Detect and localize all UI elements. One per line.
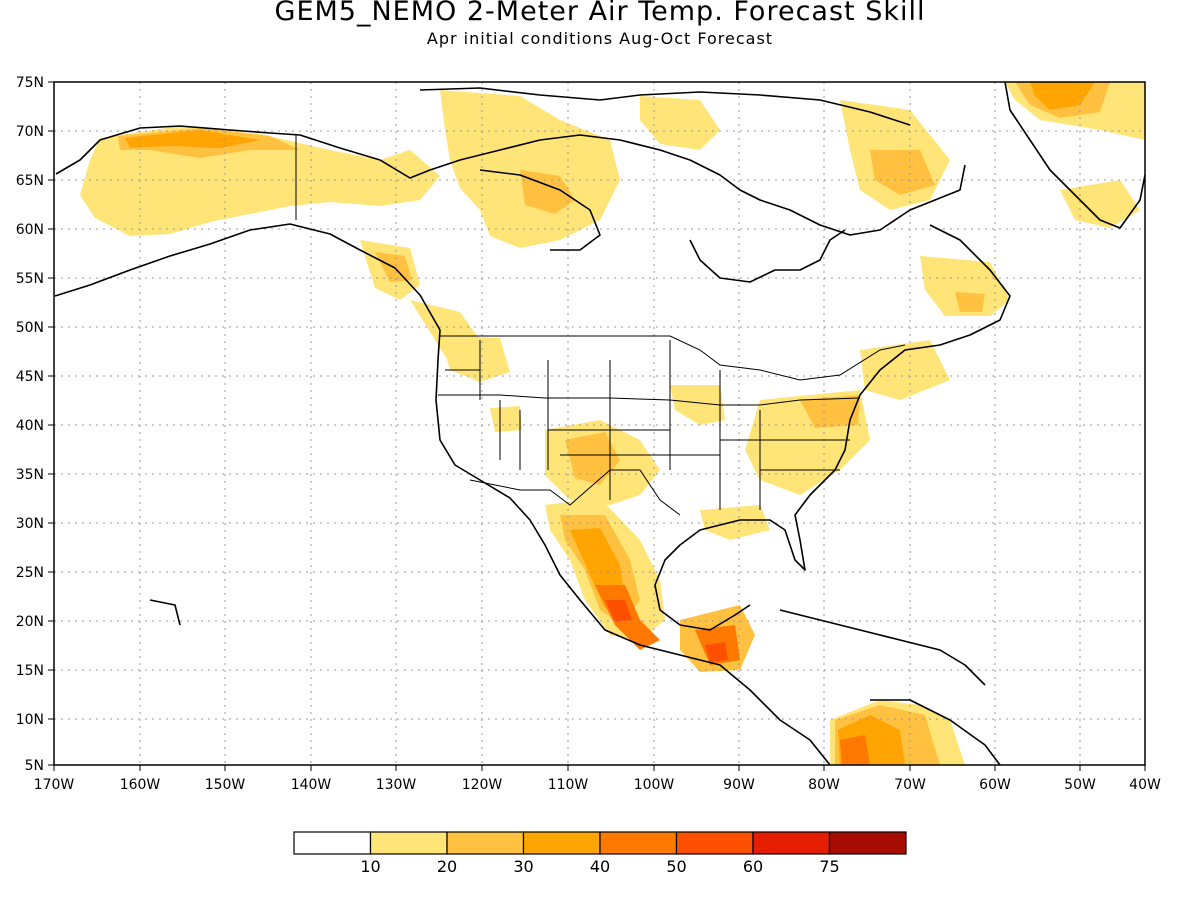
colorbar-swatch [293,831,372,855]
skill-shading [80,82,1145,765]
lat-label: 60N [16,222,44,238]
colorbar-swatch [446,831,525,855]
colorbar-swatch [522,831,601,855]
colorbar-label: 75 [819,857,839,876]
lat-label: 75N [16,75,44,91]
lat-label: 30N [16,516,44,532]
lon-label: 90W [723,777,755,793]
map-frame [53,81,1146,766]
map-subtitle: Apr initial conditions Aug-Oct Forecast [426,29,774,48]
coastlines [54,82,1145,765]
colorbar-label: 60 [743,857,763,876]
lon-label: 70W [894,777,926,793]
colorbar-label: 30 [513,857,533,876]
lat-label: 35N [16,467,44,483]
lat-label: 55N [16,271,44,287]
latitude-labels: 75N 70N 65N 60N 55N 50N 45N 40N 35N 30N … [16,75,44,774]
lon-label: 140W [291,777,332,793]
lon-label: 110W [548,777,589,793]
colorbar-swatch [828,831,907,855]
lat-label: 25N [16,565,44,581]
longitude-labels: 170W 160W 150W 140W 130W 120W 110W 100W … [34,777,1161,793]
lon-label: 130W [376,777,417,793]
colorbar-label: 50 [666,857,686,876]
lon-label: 170W [34,777,75,793]
colorbar-swatch [599,831,678,855]
lat-label: 65N [16,173,44,189]
lat-label: 70N [16,124,44,140]
lat-label: 5N [25,758,44,774]
lon-label: 150W [205,777,246,793]
colorbar-label: 40 [590,857,610,876]
graticule [54,82,1145,765]
lat-label: 40N [16,418,44,434]
colorbar-swatch [369,831,448,855]
axis-ticks [48,81,1146,771]
lon-label: 80W [808,777,840,793]
map-plot-area [54,82,1145,765]
lat-label: 20N [16,614,44,630]
lat-label: 10N [16,712,44,728]
lat-label: 50N [16,320,44,336]
lon-label: 60W [979,777,1011,793]
lon-label: 120W [462,777,503,793]
lon-label: 40W [1129,777,1161,793]
colorbar-label: 10 [360,857,380,876]
lat-label: 15N [16,663,44,679]
lat-label: 45N [16,369,44,385]
colorbar-swatch [675,831,754,855]
colorbar-legend: 10 20 30 40 50 60 75 [293,831,907,876]
political-borders [295,135,906,516]
map-title: GEM5_NEMO 2-Meter Air Temp. Forecast Ski… [274,0,926,27]
colorbar-swatch [752,831,831,855]
lon-label: 50W [1064,777,1096,793]
lon-label: 160W [120,777,161,793]
colorbar-label: 20 [437,857,457,876]
lon-label: 100W [634,777,675,793]
